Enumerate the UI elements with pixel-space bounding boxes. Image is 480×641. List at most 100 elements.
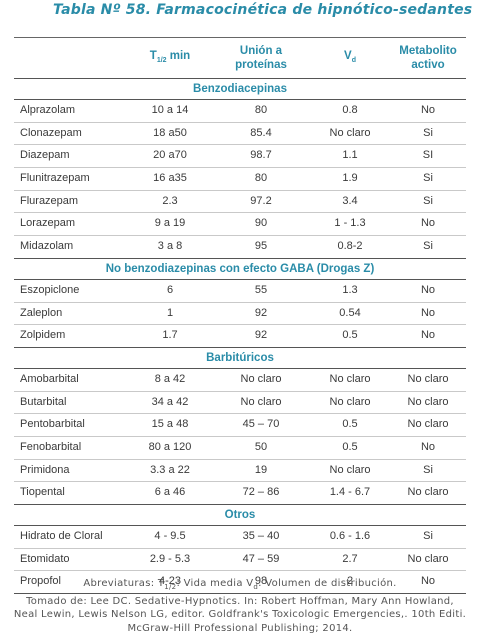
volume-distribution-cell: 0.5 <box>342 329 358 342</box>
active-metabolite-cell: No claro <box>407 372 449 385</box>
table-row: Alprazolam 10 a 14 80 0.8 No <box>14 100 466 123</box>
volume-distribution-cell: No claro <box>329 126 371 139</box>
table-row: Diazepam 20 a70 98.7 1.1 SI <box>14 145 466 169</box>
header-half-life: T1/2 min <box>149 49 191 64</box>
active-metabolite-cell: Si <box>423 463 433 476</box>
drug-name-cell: Propofol <box>20 575 61 588</box>
active-metabolite-cell: No <box>420 283 436 296</box>
active-metabolite-cell: No <box>420 575 436 588</box>
table-row: Fenobarbital 80 a 120 50 0.5 No <box>14 437 466 460</box>
table-row: Clonazepam 18 a50 85.4 No claro Si <box>14 123 466 146</box>
footnote: Abreviaturas: T1/2: Vida media Vd: Volum… <box>0 577 480 635</box>
active-metabolite-cell: Si <box>423 530 433 542</box>
drug-name-cell: Pentobarbital <box>20 418 85 431</box>
protein-binding-cell: No claro <box>240 395 282 408</box>
protein-binding-cell: 47 – 59 <box>242 552 280 565</box>
volume-distribution-cell: 1.9 <box>342 172 358 185</box>
volume-distribution-cell: 0.54 <box>339 306 361 319</box>
half-life-cell: 15 a 48 <box>151 418 189 431</box>
drug-name-cell: Lorazepam <box>20 217 76 230</box>
drug-name-cell: Hidrato de Cloral <box>20 530 103 542</box>
footnote-source-2: Neal Lewin, Lewis Nelson LG, editor. Gol… <box>13 609 467 620</box>
pharmacokinetics-table: T1/2 min Unión a proteínas Vd Metabolito a… <box>14 37 466 595</box>
table-row: Midazolam 3 a 8 95 0.8-2 Si <box>14 236 466 259</box>
protein-binding-cell: 19 <box>254 463 268 476</box>
header-active-metabolite: Metabolito activo <box>399 45 457 71</box>
half-life-cell: 34 a 42 <box>151 395 189 408</box>
volume-distribution-cell: 0.6 - 1.6 <box>329 530 371 542</box>
active-metabolite-cell: Si <box>423 240 433 253</box>
active-metabolite-cell: No claro <box>407 395 449 408</box>
half-life-cell: 80 a 120 <box>148 440 192 453</box>
active-metabolite-cell: No <box>420 104 436 116</box>
drug-name-cell: Midazolam <box>20 240 74 253</box>
active-metabolite-cell: No <box>420 440 436 453</box>
volume-distribution-cell: 0.5 <box>342 440 358 453</box>
protein-binding-cell: 45 – 70 <box>242 418 280 431</box>
volume-distribution-cell: 2 <box>346 575 354 588</box>
volume-distribution-cell: 2.7 <box>342 552 358 565</box>
half-life-cell: 9 a 19 <box>154 217 186 230</box>
volume-distribution-cell: No claro <box>329 395 371 408</box>
table-row: Eszopiclone 6 55 1.3 No <box>14 280 466 303</box>
drug-name-cell: Etomidato <box>20 552 70 565</box>
header-protein-binding: Unión a proteínas <box>235 45 287 71</box>
half-life-cell: 3.3 a 22 <box>150 463 190 476</box>
drug-name-cell: Primidona <box>20 463 70 476</box>
protein-binding-cell: No claro <box>240 372 282 385</box>
table-row: Zolpidem 1.7 92 0.5 No <box>14 325 466 348</box>
table-header: T1/2 min Unión a proteínas Vd Metabolito a… <box>14 37 466 79</box>
half-life-cell: 16 a35 <box>153 172 187 185</box>
protein-binding-cell: 80 <box>254 104 268 116</box>
half-life-cell: 6 a 46 <box>154 486 186 499</box>
active-metabolite-cell: SI <box>422 149 434 162</box>
drug-name-cell: Zaleplon <box>20 306 63 319</box>
table-row: Zaleplon 1 92 0.54 No <box>14 303 466 326</box>
half-life-cell: 20 a70 <box>153 149 187 162</box>
volume-distribution-cell: 0.5 <box>342 418 358 431</box>
table-row: Etomidato 2.9 - 5.3 47 – 59 2.7 No claro <box>14 549 466 572</box>
volume-distribution-cell: 0.8-2 <box>337 240 363 253</box>
active-metabolite-cell: No <box>420 329 436 342</box>
active-metabolite-cell: Si <box>423 194 433 207</box>
protein-binding-cell: 98.7 <box>250 149 272 162</box>
half-life-cell: 1 <box>166 306 174 319</box>
table-body: Benzodiacepinas Alprazolam 10 a 14 80 0.8 No C… <box>14 79 466 595</box>
half-life-cell: 3 a 8 <box>157 240 183 253</box>
active-metabolite-cell: Si <box>423 126 433 139</box>
footnote-source-3: McGraw-Hill Professional Publishing; 201… <box>127 622 353 634</box>
drug-name-cell: Diazepam <box>20 149 70 162</box>
table-row: Lorazepam 9 a 19 90 1 - 1.3 No <box>14 213 466 237</box>
protein-binding-cell: 92 <box>254 306 268 319</box>
half-life-cell: 8 a 42 <box>154 372 186 385</box>
section-title: No benzodiazepinas con efecto GABA (Drog… <box>14 259 466 280</box>
protein-binding-cell: 72 – 86 <box>242 486 280 499</box>
protein-binding-cell: 50 <box>254 440 268 453</box>
volume-distribution-cell: 1.3 <box>342 283 358 296</box>
protein-binding-cell: 80 <box>254 172 268 185</box>
table-row: Amobarbital 8 a 42 No claro No claro No clar… <box>14 369 466 392</box>
footnote-abbreviations: Abreviaturas: T1/2: Vida media Vd: Volum… <box>83 578 397 591</box>
protein-binding-cell: 85.4 <box>250 126 272 139</box>
volume-distribution-cell: No claro <box>329 372 371 385</box>
table-row: Butarbital 34 a 42 No claro No claro No clar… <box>14 392 466 415</box>
active-metabolite-cell: No <box>420 217 436 230</box>
protein-binding-cell: 97.2 <box>250 194 272 207</box>
half-life-cell: 4-23 <box>158 575 182 588</box>
table-row: Tiopental 6 a 46 72 – 86 1.4 - 6.7 No claro <box>14 482 466 505</box>
half-life-cell: 4 - 9.5 <box>154 530 186 542</box>
footnote-source-1: Tomado de: Lee DC. Sedative-Hypnotics. I… <box>26 595 454 607</box>
drug-name-cell: Fenobarbital <box>20 440 82 453</box>
active-metabolite-cell: No claro <box>407 418 449 431</box>
drug-name-cell: Butarbital <box>20 395 67 408</box>
drug-name-cell: Alprazolam <box>20 104 76 116</box>
drug-name-cell: Clonazepam <box>20 126 82 139</box>
table-row: Flurazepam 2.3 97.2 3.4 Si <box>14 191 466 214</box>
protein-binding-cell: 92 <box>254 329 268 342</box>
active-metabolite-cell: No claro <box>407 486 449 499</box>
table-title: Tabla Nº 58. Farmacocinética de hipnótic… <box>53 2 473 18</box>
active-metabolite-cell: Si <box>423 172 433 185</box>
half-life-cell: 1.7 <box>162 329 178 342</box>
volume-distribution-cell: 3.4 <box>342 194 358 207</box>
header-volume-distribution: Vd <box>344 49 356 64</box>
